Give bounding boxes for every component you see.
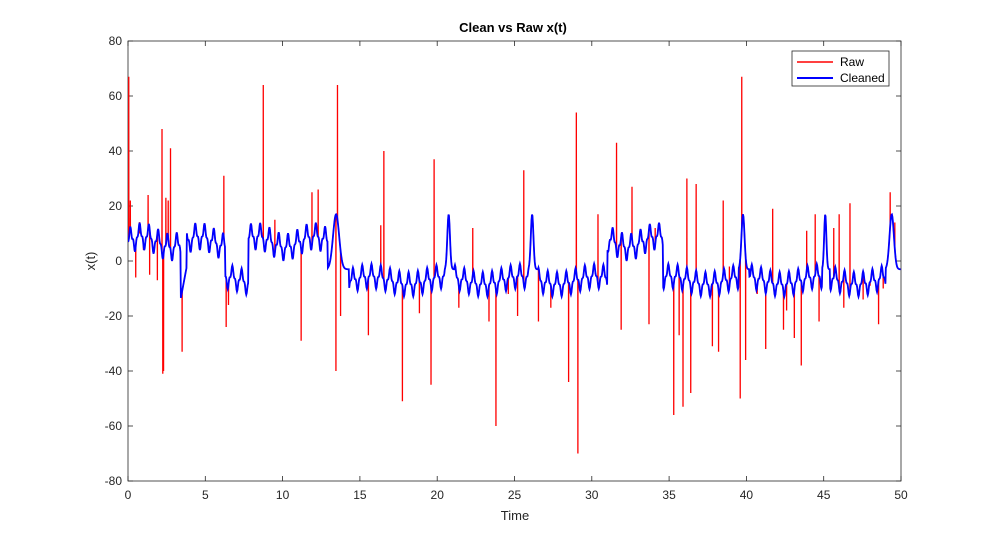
y-axis-label: x(t) xyxy=(83,252,98,271)
series-cleaned-line xyxy=(128,212,901,301)
legend-label: Raw xyxy=(840,55,864,69)
x-tick-label: 10 xyxy=(276,488,290,502)
chart-title: Clean vs Raw x(t) xyxy=(459,20,567,35)
x-axis-label: Time xyxy=(501,508,529,523)
y-tick-label: -60 xyxy=(105,419,123,433)
x-tick-label: 35 xyxy=(662,488,676,502)
legend-box xyxy=(791,50,890,87)
y-tick-label: 0 xyxy=(115,254,122,268)
x-tick-label: 50 xyxy=(894,488,908,502)
x-tick-label: 15 xyxy=(353,488,367,502)
y-tick-label: -40 xyxy=(105,364,123,378)
x-tick-label: 45 xyxy=(817,488,831,502)
y-tick-label: -20 xyxy=(105,309,123,323)
legend-label: Cleaned xyxy=(840,71,885,85)
x-tick-label: 20 xyxy=(431,488,445,502)
series-group xyxy=(128,76,901,454)
legend: Raw Cleaned xyxy=(791,50,890,87)
y-tick-label: 20 xyxy=(109,199,123,213)
x-tick-label: 40 xyxy=(740,488,754,502)
plot-area: 0 5 10 15 20 25 30 35 40 45 50 80 60 40 20 0 -20 -40 -60 -8… xyxy=(105,34,908,502)
y-tick-label: 60 xyxy=(109,89,123,103)
x-tick-label: 0 xyxy=(125,488,132,502)
x-tick-label: 5 xyxy=(202,488,209,502)
y-tick-label: 40 xyxy=(109,144,123,158)
x-tick-label: 25 xyxy=(508,488,522,502)
y-tick-label: -80 xyxy=(105,474,123,488)
y-tick-label: 80 xyxy=(109,34,123,48)
axes-box xyxy=(127,40,902,482)
x-tick-label: 30 xyxy=(585,488,599,502)
